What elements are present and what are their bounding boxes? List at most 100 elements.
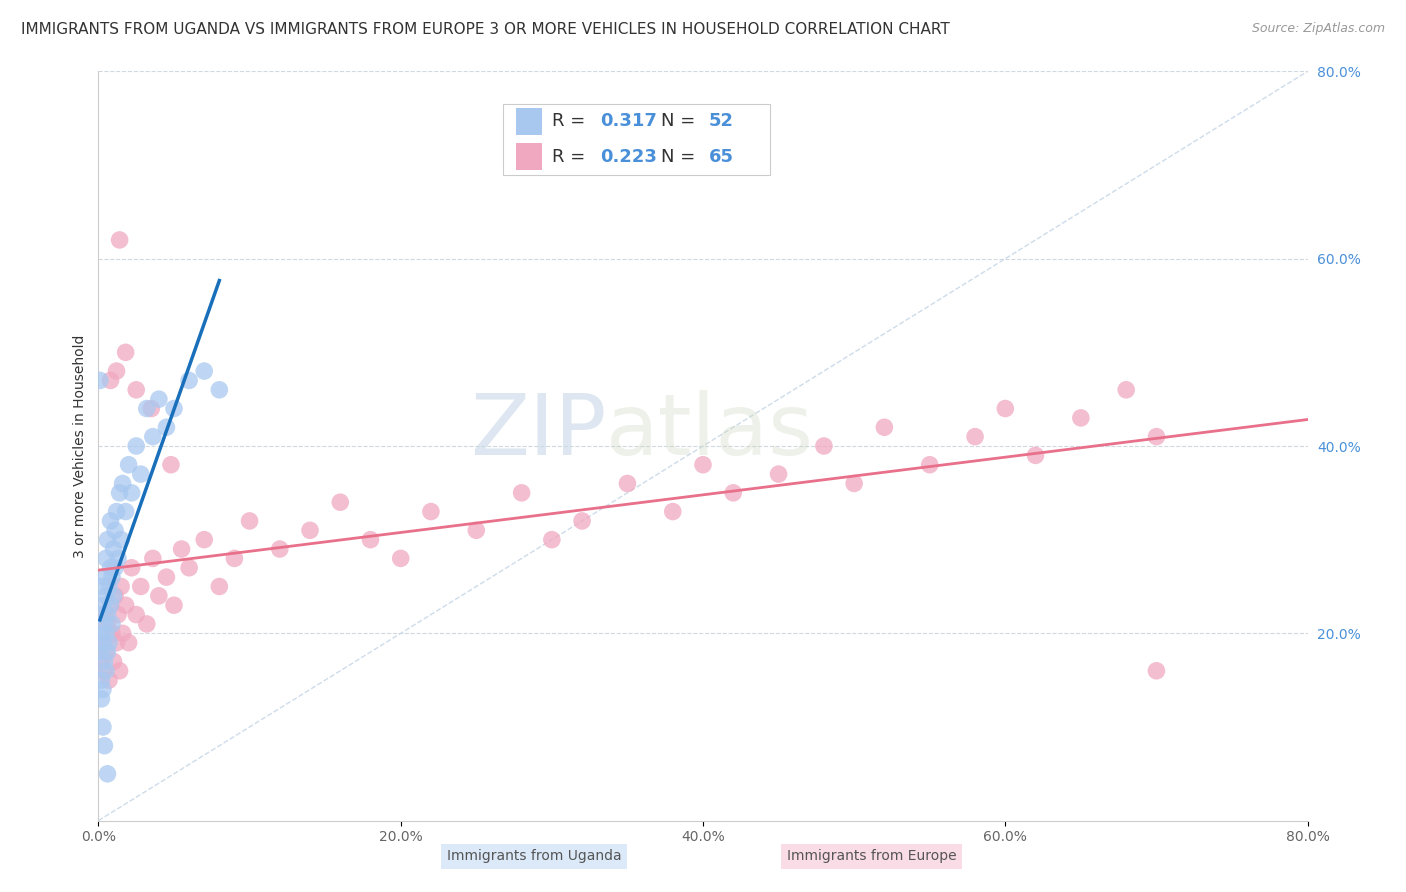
Point — [994, 401, 1017, 416]
Point — [90, 626, 112, 640]
Point — [101, 617, 124, 632]
Point — [98, 673, 121, 688]
Point — [239, 514, 262, 528]
Point — [89, 374, 111, 388]
Point — [96, 607, 118, 622]
Point — [100, 599, 122, 613]
Point — [163, 599, 186, 613]
Point — [813, 439, 835, 453]
Point — [723, 486, 745, 500]
Point — [114, 599, 136, 613]
Point — [129, 467, 152, 482]
Point — [91, 720, 114, 734]
Bar — [516, 108, 543, 135]
Point — [118, 458, 141, 472]
Point — [114, 345, 136, 359]
Point — [93, 570, 115, 584]
Text: N =: N = — [661, 112, 700, 130]
Text: Immigrants from Uganda: Immigrants from Uganda — [447, 849, 621, 863]
Point — [103, 589, 125, 603]
Point — [571, 514, 593, 528]
Point — [1144, 664, 1167, 678]
Point — [125, 439, 148, 453]
Point — [89, 607, 111, 622]
Point — [360, 533, 382, 547]
Point — [96, 645, 118, 659]
Bar — [516, 144, 543, 170]
Point — [465, 524, 488, 538]
Text: 0.317: 0.317 — [600, 112, 657, 130]
Point — [89, 655, 111, 669]
Point — [94, 589, 117, 603]
Point — [1070, 411, 1092, 425]
Point — [1144, 430, 1167, 444]
Point — [108, 233, 131, 247]
Point — [91, 599, 114, 613]
Point — [121, 486, 143, 500]
Point — [142, 551, 165, 566]
Point — [114, 505, 136, 519]
Point — [208, 580, 231, 594]
Point — [108, 664, 131, 678]
Point — [90, 635, 112, 649]
Point — [768, 467, 790, 482]
Point — [93, 617, 115, 632]
Point — [142, 430, 165, 444]
Point — [105, 364, 128, 378]
Point — [110, 580, 132, 594]
Point — [105, 505, 128, 519]
Point — [105, 635, 128, 649]
Point — [1024, 449, 1046, 463]
Point — [90, 673, 112, 688]
Point — [110, 533, 132, 547]
Point — [101, 626, 124, 640]
Point — [148, 392, 170, 407]
Point — [107, 607, 129, 622]
Point — [100, 374, 122, 388]
Point — [329, 495, 352, 509]
Point — [100, 599, 122, 613]
Text: 52: 52 — [709, 112, 734, 130]
Point — [965, 430, 987, 444]
Text: R =: R = — [553, 112, 591, 130]
Point — [121, 561, 143, 575]
Point — [103, 542, 125, 557]
Point — [93, 655, 115, 669]
Point — [96, 767, 118, 781]
Point — [118, 635, 141, 649]
Point — [125, 607, 148, 622]
Point — [918, 458, 941, 472]
Point — [103, 655, 125, 669]
Point — [111, 626, 134, 640]
Point — [98, 635, 121, 649]
Point — [104, 589, 127, 603]
Text: N =: N = — [661, 148, 700, 166]
Point — [94, 664, 117, 678]
Text: atlas: atlas — [606, 390, 814, 473]
Point — [107, 551, 129, 566]
Point — [111, 476, 134, 491]
Y-axis label: 3 or more Vehicles in Household: 3 or more Vehicles in Household — [73, 334, 87, 558]
Point — [101, 570, 124, 584]
Point — [104, 561, 127, 575]
Point — [224, 551, 246, 566]
Point — [170, 542, 193, 557]
Point — [1115, 383, 1137, 397]
Point — [90, 580, 112, 594]
Point — [692, 458, 714, 472]
Point — [94, 551, 117, 566]
Text: R =: R = — [553, 148, 591, 166]
Point — [155, 420, 177, 434]
Text: ZIP: ZIP — [470, 390, 606, 473]
Point — [129, 580, 152, 594]
Point — [193, 533, 215, 547]
Point — [96, 533, 118, 547]
Point — [179, 561, 201, 575]
Point — [420, 505, 443, 519]
Point — [616, 476, 638, 491]
Text: 65: 65 — [709, 148, 734, 166]
Point — [125, 383, 148, 397]
Point — [299, 524, 322, 538]
Point — [104, 524, 127, 538]
Point — [135, 401, 157, 416]
